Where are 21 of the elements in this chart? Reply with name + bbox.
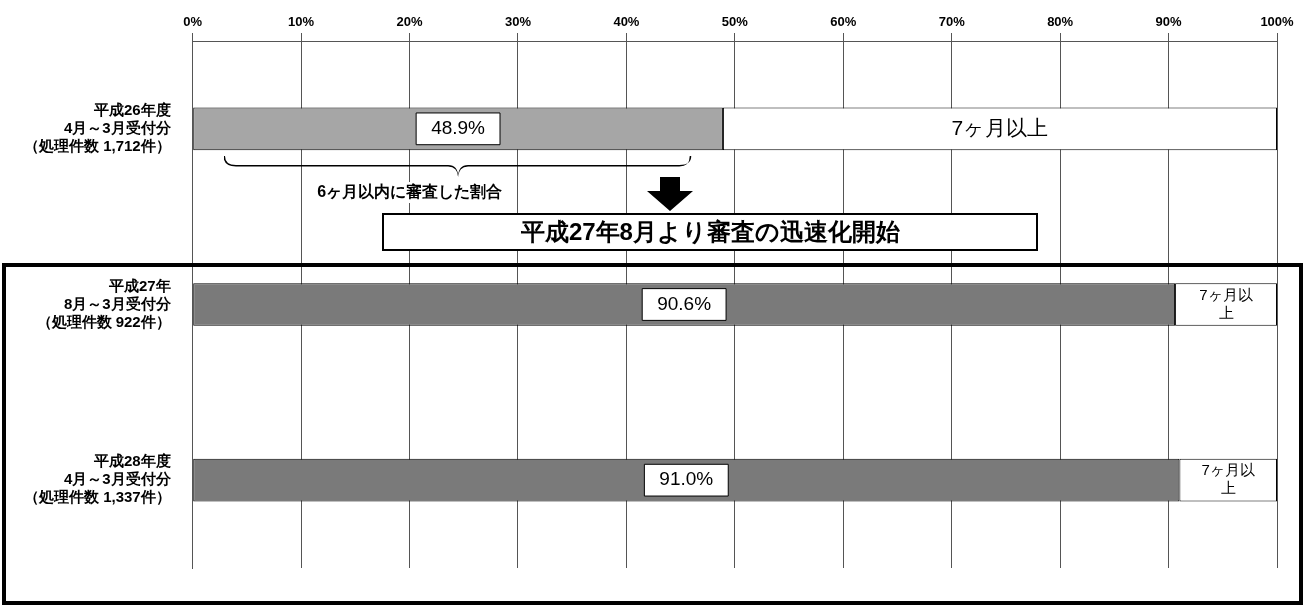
- x-tick-label: 90%: [1155, 13, 1183, 29]
- annotation: 6ヶ月以内に審査した割合: [315, 182, 505, 204]
- y-tick-label: 平成28年度4月～3月受付分（処理件数 1,337件）: [23, 452, 172, 506]
- x-tick-label: 70%: [938, 13, 966, 29]
- x-tick-label: 100%: [1260, 13, 1295, 29]
- x-tick-label: 30%: [504, 13, 532, 29]
- x-tick-label: 20%: [396, 13, 424, 29]
- y-tick-label: 平成27年8月～3月受付分（処理件数 922件）: [36, 276, 172, 330]
- data-label: 91.0%: [659, 468, 714, 490]
- x-tick-label: 60%: [830, 13, 857, 29]
- data-label: 90.6%: [657, 292, 712, 314]
- series-label: 7ヶ月以上: [1199, 285, 1253, 321]
- y-tick-label: 平成26年度4月～3月受付分（処理件数 1,712件）: [23, 100, 172, 154]
- x-tick-label: 50%: [721, 13, 749, 29]
- text: 7ヶ月以上: [951, 115, 1049, 139]
- x-tick-label: 40%: [613, 13, 640, 29]
- x-tick-label: 80%: [1047, 13, 1074, 29]
- x-tick-label: 0%: [183, 13, 203, 29]
- data-label: 48.9%: [431, 117, 486, 139]
- x-tick-label: 10%: [288, 13, 315, 29]
- text: 7ヶ月以上: [1201, 461, 1255, 497]
